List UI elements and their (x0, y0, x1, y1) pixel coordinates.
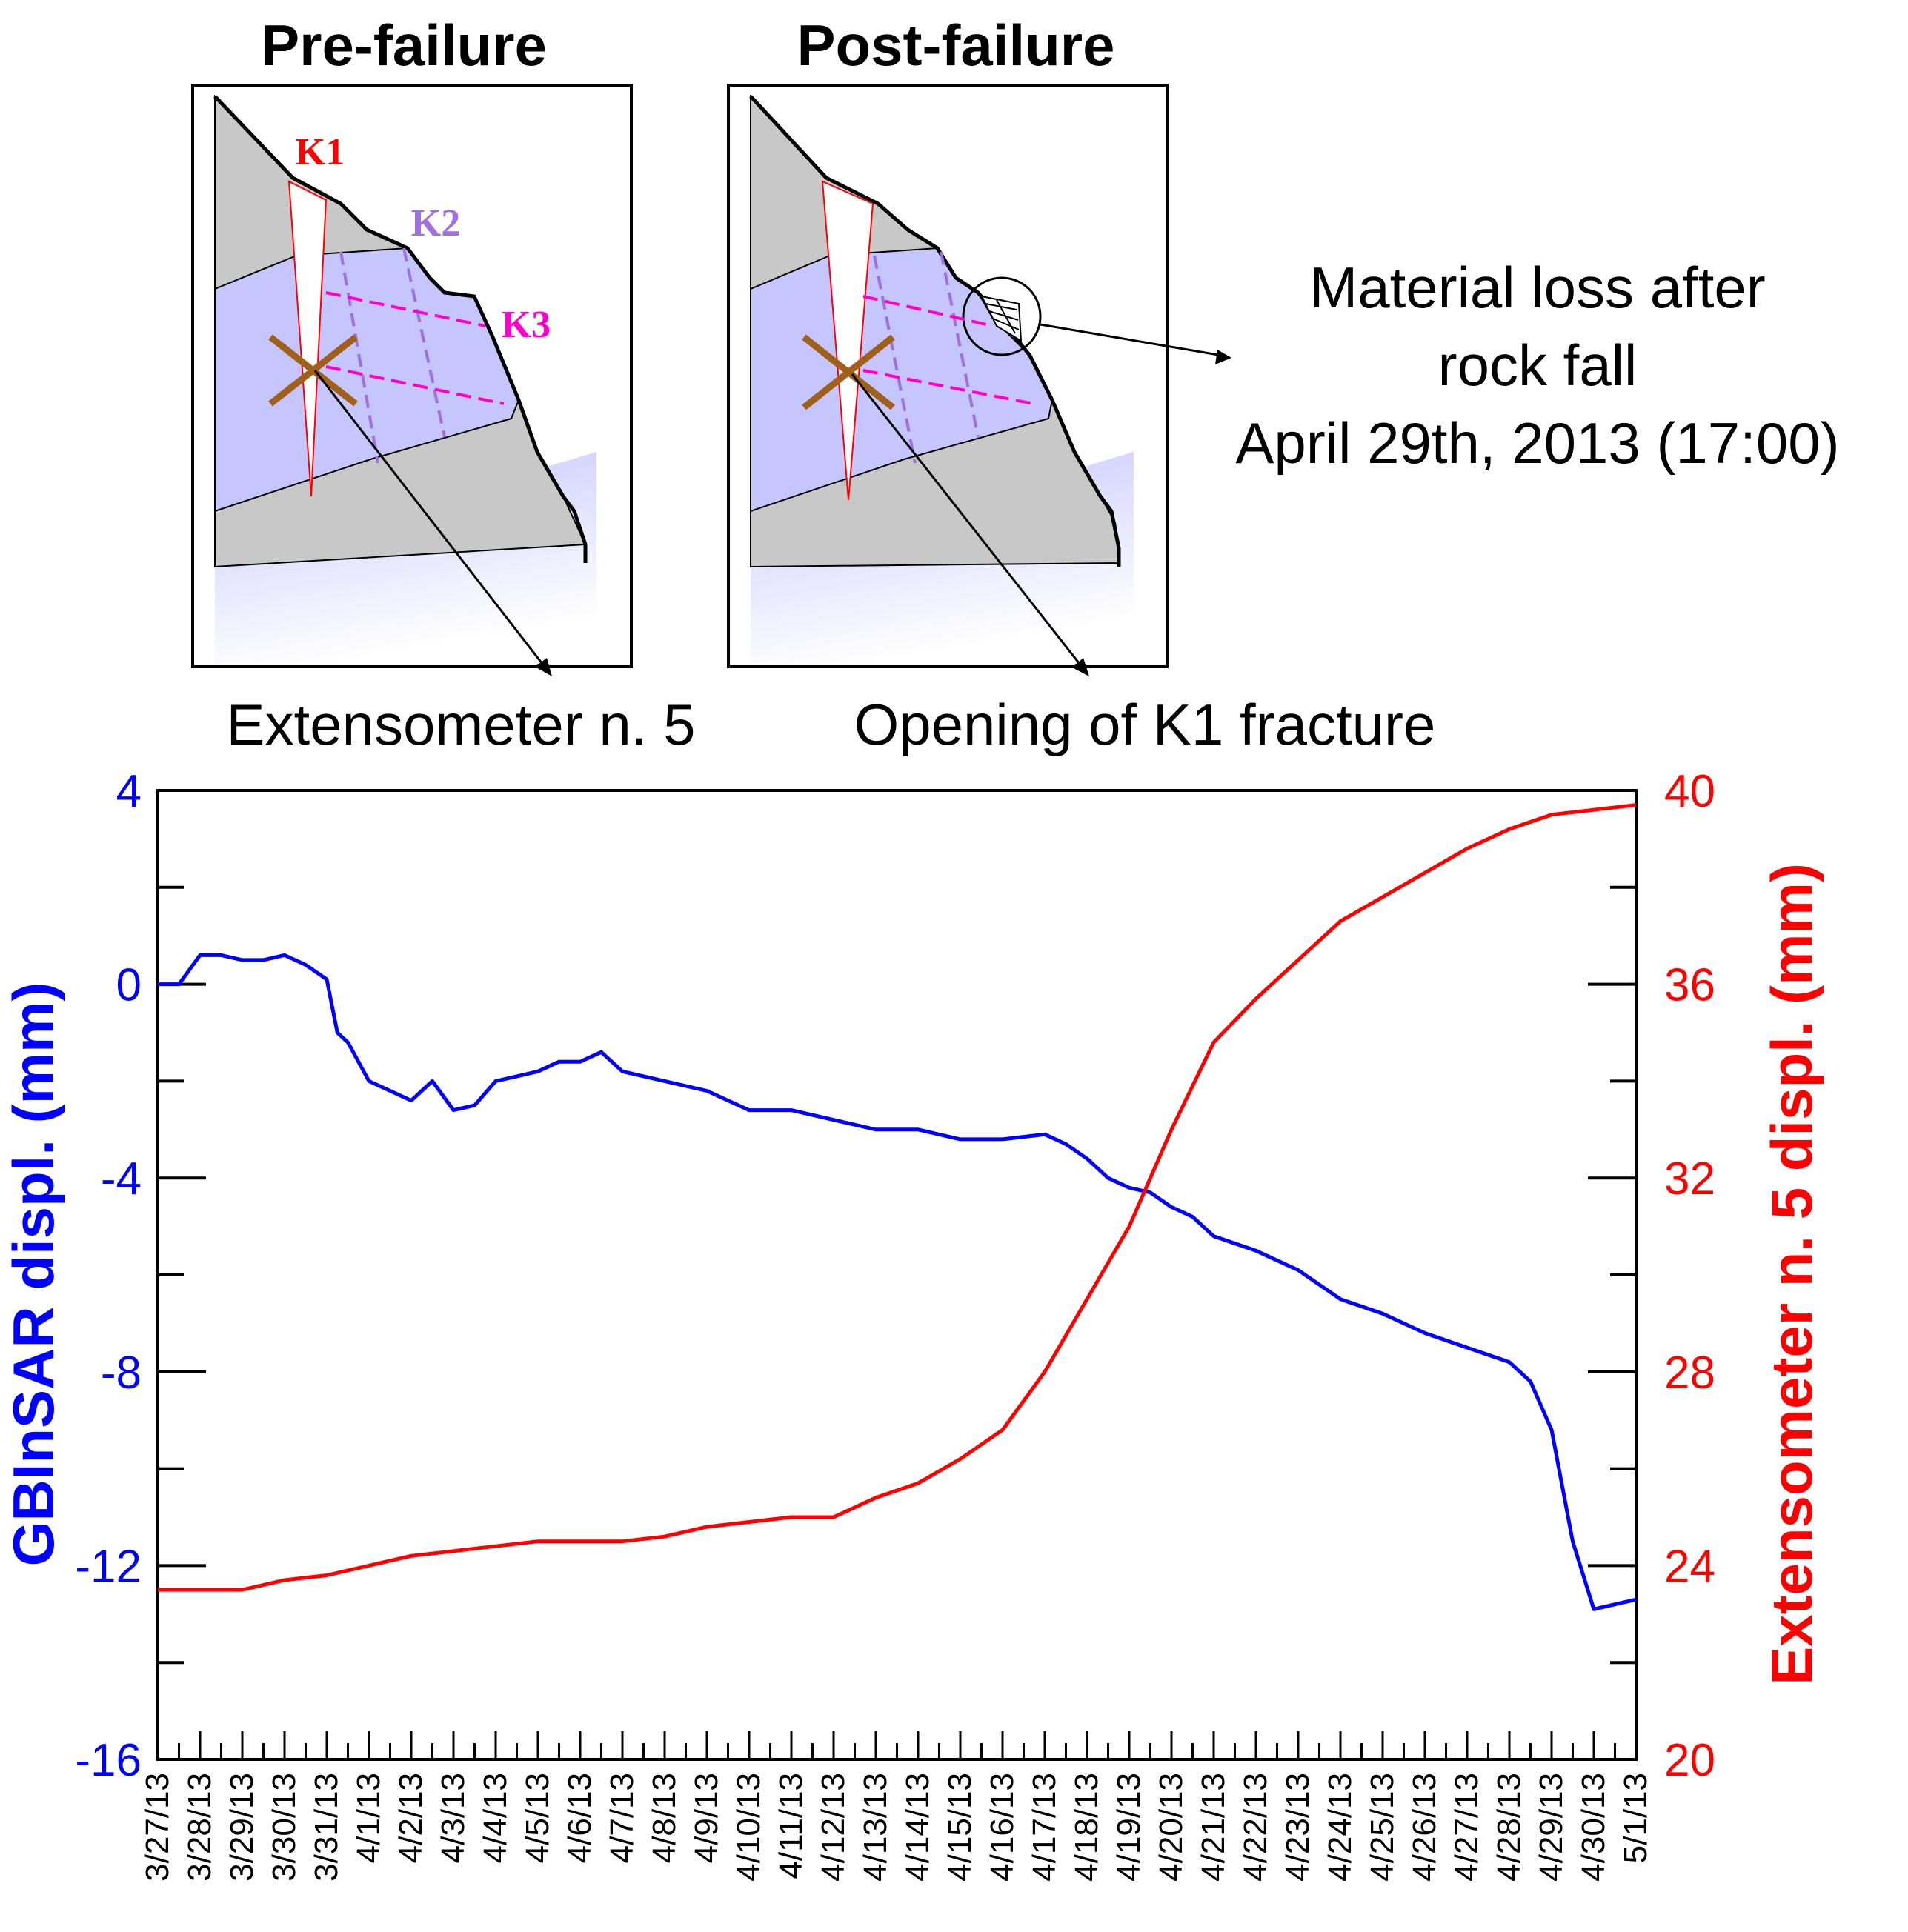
post-failure-panel: Post-failure (727, 13, 1231, 676)
post-extensometer-marker (802, 334, 895, 410)
x-tick-label: 4/17/13 (1026, 1773, 1063, 1882)
pre-failure-panel: Pre-failure K1 K2 K3 (191, 13, 633, 676)
right-axis-label: Extensometer n. 5 displ. (mm) (1759, 863, 1824, 1685)
displacement-chart: -16 -12 -8 -4 0 4 20 24 28 32 36 40 3/27/13 3/28/13… (1, 766, 1824, 1882)
x-tick-label: 4/27/13 (1449, 1773, 1485, 1882)
material-loss-arrow (1040, 323, 1223, 357)
pre-slope-outline (213, 95, 588, 563)
post-failure-title: Post-failure (797, 13, 1114, 78)
extensometer-series-line (158, 803, 1637, 1592)
pre-extensometer-marker (268, 334, 358, 407)
x-tick-label: 4/19/13 (1111, 1773, 1147, 1882)
right-tick-label: 32 (1664, 1153, 1715, 1205)
x-tick-label: 4/10/13 (731, 1773, 767, 1882)
pre-k3-joints (325, 291, 505, 405)
x-tick-label: 4/5/13 (519, 1773, 556, 1863)
material-loss-line-3: April 29th, 2013 (17:00) (1235, 410, 1839, 476)
left-axis-label: GBInSAR displ. (mm) (1, 982, 66, 1567)
material-loss-line-1: Material loss after (1309, 255, 1766, 320)
x-tick-label: 4/30/13 (1575, 1773, 1612, 1882)
x-tick-label: 4/16/13 (984, 1773, 1020, 1882)
left-tick-label: -12 (75, 1541, 142, 1592)
x-tick-label: 4/24/13 (1322, 1773, 1358, 1882)
x-tick-label: 3/27/13 (139, 1773, 176, 1882)
extensometer-arrow-head (535, 658, 552, 676)
right-tick-label: 40 (1664, 766, 1715, 817)
x-tick-label: 4/4/13 (477, 1773, 513, 1863)
right-tick-label: 20 (1664, 1735, 1715, 1786)
k1-label: K1 (296, 131, 345, 173)
k2-label: K2 (411, 202, 460, 244)
left-tick-label: -8 (101, 1348, 142, 1399)
x-tick-label: 4/21/13 (1195, 1773, 1231, 1882)
left-tick-label: -16 (75, 1735, 142, 1786)
right-tick-label: 24 (1664, 1541, 1715, 1592)
x-tick-label: 4/15/13 (942, 1773, 978, 1882)
x-tick-label: 3/28/13 (182, 1773, 218, 1882)
x-tick-label: 4/3/13 (435, 1773, 471, 1863)
x-tick-label: 4/9/13 (688, 1773, 725, 1863)
x-tick-label: 4/1/13 (350, 1773, 387, 1863)
x-tick-label: 4/7/13 (604, 1773, 640, 1863)
x-tick-label: 4/2/13 (393, 1773, 429, 1863)
pre-k1-fracture (287, 180, 328, 497)
plot-frame (156, 789, 1638, 1761)
x-tick-label: 4/8/13 (646, 1773, 682, 1863)
right-tick-label: 36 (1664, 960, 1715, 1011)
series-layer (158, 803, 1637, 1611)
k3-label: K3 (502, 304, 551, 346)
pre-failure-title: Pre-failure (261, 13, 547, 78)
post-k1-fracture (821, 180, 874, 501)
material-loss-line-2: rock fall (1438, 333, 1638, 398)
left-tick-label: 4 (116, 766, 142, 817)
x-tick-label: 4/13/13 (857, 1773, 894, 1882)
opening-arrow (851, 373, 1083, 667)
post-rock-blue-layer (750, 247, 1054, 513)
rockfall-highlight-circle (962, 276, 1042, 356)
x-tick-label: 4/22/13 (1237, 1773, 1274, 1882)
extensometer-arrow (313, 370, 546, 667)
x-tick-label: 3/31/13 (308, 1773, 345, 1882)
x-tick-label: 4/23/13 (1280, 1773, 1316, 1882)
x-tick-label: 5/1/13 (1618, 1773, 1654, 1863)
left-tick-label: 0 (116, 960, 142, 1011)
opening-arrow-head (1072, 658, 1089, 676)
material-loss-arrow-head (1215, 350, 1231, 364)
x-tick-label: 4/29/13 (1533, 1773, 1569, 1882)
pre-k2-joints (339, 247, 446, 464)
left-axis-ticks: -16 -12 -8 -4 0 4 (75, 766, 1636, 1786)
x-tick-label: 4/11/13 (773, 1773, 809, 1879)
opening-caption: Opening of K1 fracture (854, 692, 1436, 757)
rockfall-scar (980, 295, 1023, 342)
x-tick-label: 4/6/13 (562, 1773, 598, 1863)
right-tick-label: 28 (1664, 1348, 1715, 1399)
x-tick-label: 4/18/13 (1068, 1773, 1105, 1882)
gbinsar-series-line (158, 953, 1637, 1611)
x-tick-label: 4/28/13 (1491, 1773, 1527, 1882)
extensometer-caption: Extensometer n. 5 (227, 692, 696, 757)
x-tick-label: 4/20/13 (1153, 1773, 1189, 1882)
x-tick-label: 4/14/13 (900, 1773, 936, 1882)
right-axis-ticks: 20 24 28 32 36 40 (1664, 766, 1715, 1786)
material-loss-annotation: Material loss after rock fall April 29th… (1235, 255, 1839, 476)
x-axis-ticks: 3/27/13 3/28/13 3/29/13 3/30/13 3/31/13 4/1/1… (139, 1731, 1654, 1882)
x-tick-label: 3/29/13 (224, 1773, 260, 1882)
post-k2-joints (873, 251, 980, 464)
x-tick-label: 4/25/13 (1364, 1773, 1400, 1882)
post-k3-joints (862, 295, 1034, 405)
left-tick-label: -4 (101, 1153, 142, 1205)
x-tick-label: 4/12/13 (815, 1773, 851, 1882)
x-tick-label: 3/30/13 (266, 1773, 302, 1882)
x-tick-label: 4/26/13 (1406, 1773, 1443, 1882)
rockfall-hatch (985, 299, 1020, 334)
